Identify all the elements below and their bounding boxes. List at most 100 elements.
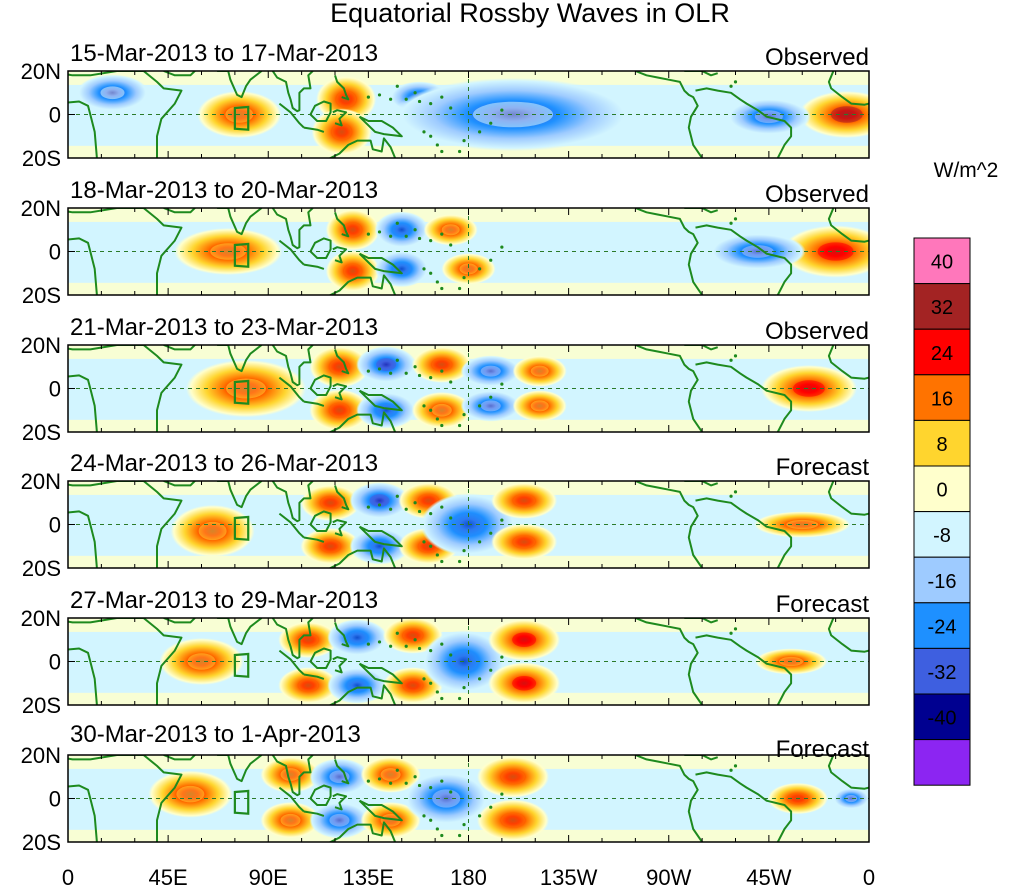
reference-box (233, 515, 250, 541)
island (440, 369, 444, 373)
anomaly-core (198, 521, 227, 541)
coastline (68, 784, 98, 842)
coastline (695, 361, 793, 432)
island (440, 286, 444, 291)
map-panel: 20N 0 20S 30-Mar-2013 to 1-Apr-2013 Forecast (21, 721, 870, 855)
island (489, 531, 493, 535)
colorbar-swatch (913, 328, 971, 376)
island (440, 95, 444, 99)
coastline (358, 115, 403, 138)
island (458, 286, 462, 291)
coastline (163, 71, 197, 77)
island (729, 358, 733, 362)
coastline (278, 376, 305, 403)
coastline (358, 389, 403, 412)
coastline (334, 349, 350, 375)
colorbar: W/m^2 40 32 24 16 8 0 -8 -16 -24 -32 -40 (913, 159, 998, 786)
island (500, 792, 504, 796)
coastline (278, 512, 305, 539)
island (404, 781, 408, 785)
coastline (695, 224, 793, 295)
coastline (827, 208, 869, 243)
coastline (684, 618, 719, 624)
anomaly-core (329, 813, 350, 827)
island (417, 373, 422, 378)
coastline (217, 208, 263, 236)
coastline (695, 497, 793, 568)
island (440, 779, 444, 783)
island (449, 653, 453, 657)
coastline (271, 345, 314, 387)
x-tick-label: 135E (343, 865, 394, 890)
anomaly-core (298, 679, 319, 692)
island (413, 775, 417, 779)
island (458, 149, 462, 154)
coastline (332, 109, 348, 127)
coastline (303, 810, 325, 817)
y-tick-label: 20N (21, 743, 61, 768)
island (440, 833, 444, 838)
y-tick-label: 20S (22, 283, 61, 308)
y-tick-label: 20S (22, 693, 61, 718)
island (422, 540, 426, 544)
colorbar-swatch (913, 556, 971, 604)
island (429, 681, 433, 685)
colorbar-swatch (913, 693, 971, 741)
island (435, 143, 439, 147)
coastline (303, 263, 325, 270)
island (733, 80, 738, 84)
island (404, 371, 408, 375)
island (366, 95, 370, 99)
coastline (68, 618, 183, 705)
map-panel: 20N 0 20S 21-Mar-2013 to 23-Mar-2013 Observe… (21, 314, 870, 445)
island (429, 512, 433, 516)
coastline (684, 345, 719, 351)
panel-date-range: 30-Mar-2013 to 1-Apr-2013 (70, 721, 361, 748)
coastline (68, 755, 183, 842)
island (413, 365, 417, 369)
coastline (328, 547, 397, 568)
coastline (332, 793, 348, 811)
coastline (827, 481, 869, 516)
island (389, 234, 393, 238)
island (413, 91, 417, 95)
island (478, 814, 482, 818)
island (404, 234, 408, 238)
anomaly-core (512, 632, 537, 648)
coastline (68, 208, 183, 295)
coastlines (68, 755, 869, 842)
island (478, 267, 482, 271)
island (440, 696, 444, 701)
map-panel: 20N 0 20S 18-Mar-2013 to 20-Mar-2013 Observe… (21, 177, 870, 308)
island (417, 99, 422, 104)
anomaly-core (100, 86, 125, 100)
colorbar-level-label: 32 (931, 297, 953, 319)
coastline (695, 87, 793, 158)
x-tick-label: 0 (62, 865, 74, 890)
panel-date-range: 15-Mar-2013 to 17-Mar-2013 (70, 40, 378, 67)
map-panel: 20N 0 20S 24-Mar-2013 to 26-Mar-2013 Forecas… (21, 450, 870, 581)
island (729, 221, 733, 225)
coastline (684, 208, 718, 214)
anomaly-core (347, 631, 368, 644)
coastline (303, 673, 325, 680)
anomaly-core (320, 539, 341, 553)
anomaly-core (450, 650, 479, 673)
island (366, 232, 370, 236)
x-tick-label: 90E (249, 865, 288, 890)
reference-box (233, 652, 250, 678)
island (429, 649, 433, 653)
coastline (309, 100, 332, 122)
island (422, 404, 426, 408)
y-tick-label: 0 (49, 103, 61, 128)
anomaly-core (369, 494, 390, 507)
island (429, 786, 433, 790)
island (729, 494, 733, 498)
island (422, 814, 426, 818)
island (462, 823, 466, 827)
x-tick-label: 180 (450, 865, 487, 890)
x-axis: 0 45E 90E 135E 180 135W 90W 45W 0 (62, 865, 875, 890)
coastline (827, 345, 869, 380)
coastline (163, 345, 197, 351)
reference-box (233, 789, 250, 815)
